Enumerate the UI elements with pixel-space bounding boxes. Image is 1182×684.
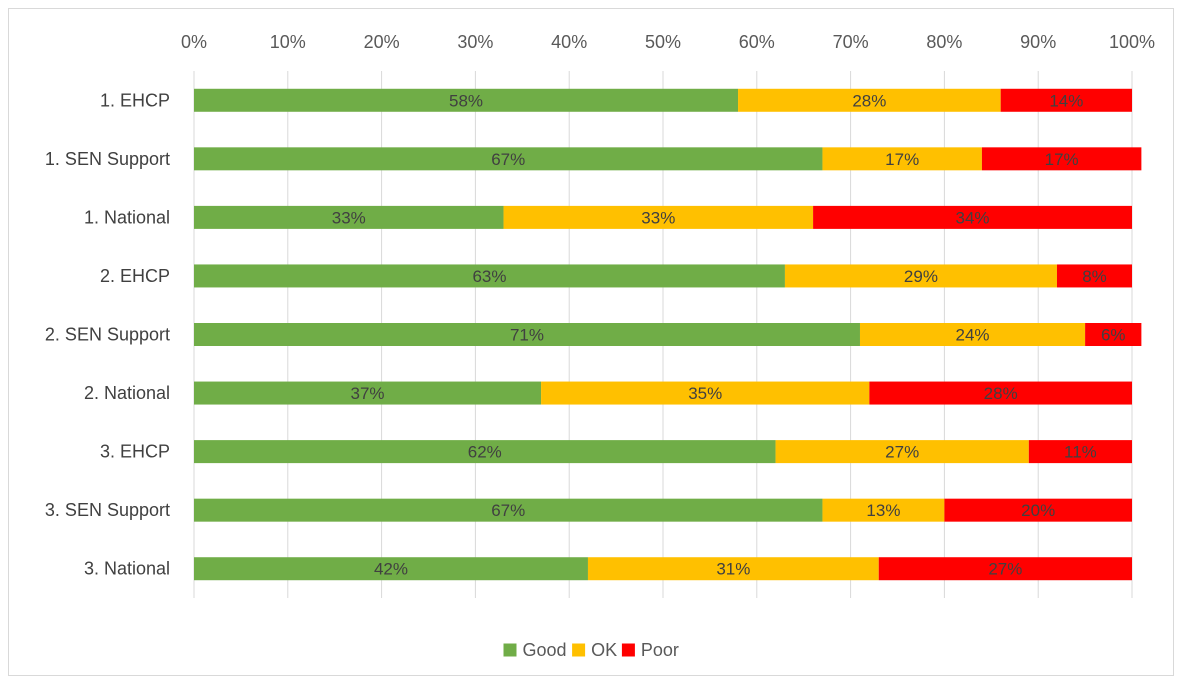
category-label: 3. SEN Support [45,500,170,520]
x-tick-label: 60% [739,32,775,52]
category-label: 2. EHCP [100,266,170,286]
category-label: 2. SEN Support [45,325,170,345]
data-label: 28% [852,91,886,110]
data-label: 24% [956,326,990,345]
data-label: 28% [984,384,1018,403]
category-label: 1. SEN Support [45,149,170,169]
x-tick-label: 0% [181,32,207,52]
legend-swatch-good [504,644,517,657]
data-label: 58% [449,91,483,110]
data-label: 35% [688,384,722,403]
legend-label-good: Good [523,640,567,660]
x-tick-label: 50% [645,32,681,52]
legend-label-poor: Poor [641,640,679,660]
legend: Good OK Poor [504,640,679,660]
data-label: 11% [1064,443,1097,462]
legend-swatch-poor [622,644,635,657]
data-label: 67% [491,501,525,520]
data-label: 8% [1082,267,1107,286]
x-tick-label: 30% [457,32,493,52]
data-label: 42% [374,560,408,579]
data-label: 63% [472,267,506,286]
data-label: 71% [510,326,544,345]
x-axis-ticks: 0% 10% 20% 30% 40% 50% 60% 70% 80% 90% 100% [181,32,1155,52]
data-label: 31% [716,560,750,579]
data-label: 29% [904,267,938,286]
legend-label-ok: OK [591,640,617,660]
data-label: 13% [866,501,900,520]
data-label: 37% [351,384,385,403]
data-label: 67% [491,150,525,169]
category-label: 2. National [84,383,170,403]
data-label: 6% [1101,326,1126,345]
data-label: 14% [1049,91,1083,110]
bars [194,89,1141,580]
data-label: 17% [885,150,919,169]
data-label: 34% [956,208,990,227]
data-label: 27% [988,560,1022,579]
x-tick-label: 100% [1109,32,1155,52]
x-tick-label: 70% [833,32,869,52]
category-label: 1. EHCP [100,90,170,110]
data-label: 20% [1021,501,1055,520]
x-tick-label: 20% [364,32,400,52]
data-label: 62% [468,443,502,462]
x-tick-label: 80% [926,32,962,52]
data-label: 27% [885,443,919,462]
category-label: 3. National [84,559,170,579]
legend-swatch-ok [572,644,585,657]
x-tick-label: 90% [1020,32,1056,52]
data-label: 33% [641,208,675,227]
category-label: 1. National [84,207,170,227]
x-tick-label: 10% [270,32,306,52]
x-tick-label: 40% [551,32,587,52]
category-labels: 1. EHCP 1. SEN Support 1. National 2. EHCP 2… [45,90,170,578]
category-label: 3. EHCP [100,442,170,462]
data-label: 17% [1045,150,1079,169]
data-label: 33% [332,208,366,227]
